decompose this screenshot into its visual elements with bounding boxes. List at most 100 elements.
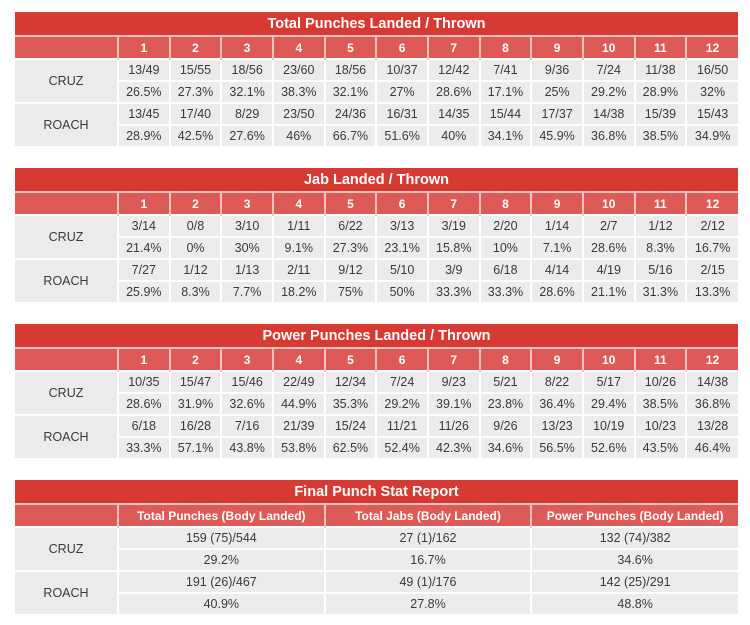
landed-thrown-cell: 7/24 [375, 370, 428, 393]
percentage-cell: 28.6% [530, 280, 583, 302]
landed-thrown-cell: 13/45 [117, 102, 170, 125]
fighter-label-roach: ROACH [15, 414, 118, 458]
landed-thrown-cell: 14/38 [685, 370, 738, 393]
stat-value-cell: 191 (26)/467 [117, 570, 325, 593]
round-header: 9 [530, 347, 583, 371]
landed-thrown-cell: 11/38 [633, 58, 687, 81]
percentage-cell: 34.1% [478, 124, 532, 146]
percentage-cell: 28.9% [117, 124, 170, 146]
landed-thrown-cell: 2/20 [478, 214, 532, 237]
column-header: Total Jabs (Body Landed) [323, 503, 532, 527]
landed-thrown-cell: 16/31 [375, 102, 428, 125]
percentage-cell: 52.4% [375, 436, 428, 458]
landed-thrown-cell: 22/49 [271, 370, 325, 393]
percentage-cell: 34.6% [478, 436, 532, 458]
fighter-label-roach: ROACH [15, 258, 118, 302]
percentage-cell: 38.5% [633, 124, 687, 146]
landed-thrown-cell: 23/50 [271, 102, 325, 125]
header-corner [15, 347, 118, 371]
round-header: 8 [478, 191, 532, 215]
percentage-cell: 16.7% [323, 548, 532, 571]
round-header: 9 [530, 35, 583, 59]
round-header: 10 [581, 347, 635, 371]
percentage-cell: 10% [478, 236, 532, 259]
percentage-cell: 31.3% [633, 280, 687, 302]
round-header: 5 [323, 191, 377, 215]
landed-thrown-cell: 9/36 [530, 58, 583, 81]
landed-thrown-cell: 4/19 [581, 258, 635, 281]
landed-thrown-cell: 5/16 [633, 258, 687, 281]
percentage-cell: 33.3% [117, 436, 170, 458]
landed-thrown-cell: 2/11 [271, 258, 325, 281]
landed-thrown-cell: 13/49 [117, 58, 170, 81]
percentage-cell: 27% [375, 80, 428, 103]
stat-value-cell: 142 (25)/291 [530, 570, 738, 593]
landed-thrown-cell: 15/46 [220, 370, 273, 393]
percentage-cell: 57.1% [168, 436, 222, 458]
percentage-cell: 75% [323, 280, 377, 302]
landed-thrown-cell: 3/19 [426, 214, 480, 237]
round-header: 1 [117, 347, 170, 371]
stat-value-cell: 49 (1)/176 [323, 570, 532, 593]
landed-thrown-cell: 15/44 [478, 102, 532, 125]
percentage-cell: 38.3% [271, 80, 325, 103]
landed-thrown-cell: 1/13 [220, 258, 273, 281]
round-header: 11 [633, 35, 687, 59]
landed-thrown-cell: 12/42 [426, 58, 480, 81]
landed-thrown-cell: 2/12 [685, 214, 738, 237]
round-header: 1 [117, 35, 170, 59]
column-header: Power Punches (Body Landed) [530, 503, 738, 527]
round-header: 12 [685, 347, 738, 371]
round-header: 3 [220, 347, 273, 371]
landed-thrown-cell: 15/24 [323, 414, 377, 437]
table-title: Final Punch Stat Report [15, 480, 738, 504]
landed-thrown-cell: 15/39 [633, 102, 687, 125]
percentage-cell: 48.8% [530, 592, 738, 614]
percentage-cell: 32.6% [220, 392, 273, 415]
landed-thrown-cell: 11/21 [375, 414, 428, 437]
percentage-cell: 25.9% [117, 280, 170, 302]
percentage-cell: 29.4% [581, 392, 635, 415]
landed-thrown-cell: 4/14 [530, 258, 583, 281]
round-header: 9 [530, 191, 583, 215]
landed-thrown-cell: 1/12 [633, 214, 687, 237]
percentage-cell: 44.9% [271, 392, 325, 415]
landed-thrown-cell: 5/21 [478, 370, 532, 393]
round-header: 6 [375, 35, 428, 59]
percentage-cell: 56.5% [530, 436, 583, 458]
percentage-cell: 66.7% [323, 124, 377, 146]
landed-thrown-cell: 1/12 [168, 258, 222, 281]
landed-thrown-cell: 10/35 [117, 370, 170, 393]
percentage-cell: 18.2% [271, 280, 325, 302]
percentage-cell: 40.9% [117, 592, 325, 614]
percentage-cell: 29.2% [375, 392, 428, 415]
percentage-cell: 26.5% [117, 80, 170, 103]
percentage-cell: 36.8% [685, 392, 738, 415]
fighter-label-roach: ROACH [15, 570, 118, 614]
landed-thrown-cell: 10/26 [633, 370, 687, 393]
percentage-cell: 53.8% [271, 436, 325, 458]
round-header: 11 [633, 347, 687, 371]
percentage-cell: 13.3% [685, 280, 738, 302]
percentage-cell: 33.3% [426, 280, 480, 302]
landed-thrown-cell: 16/50 [685, 58, 738, 81]
landed-thrown-cell: 18/56 [220, 58, 273, 81]
percentage-cell: 32.1% [323, 80, 377, 103]
percentage-cell: 7.1% [530, 236, 583, 259]
percentage-cell: 34.6% [530, 548, 738, 571]
table-title: Total Punches Landed / Thrown [15, 12, 738, 36]
percentage-cell: 27.3% [168, 80, 222, 103]
percentage-cell: 42.3% [426, 436, 480, 458]
percentage-cell: 42.5% [168, 124, 222, 146]
table-title: Jab Landed / Thrown [15, 168, 738, 192]
percentage-cell: 50% [375, 280, 428, 302]
landed-thrown-cell: 2/15 [685, 258, 738, 281]
percentage-cell: 36.8% [581, 124, 635, 146]
fighter-label-cruz: CRUZ [15, 214, 118, 259]
percentage-cell: 28.6% [581, 236, 635, 259]
round-header: 2 [168, 35, 222, 59]
percentage-cell: 28.6% [117, 392, 170, 415]
round-header: 10 [581, 35, 635, 59]
landed-thrown-cell: 6/18 [117, 414, 170, 437]
landed-thrown-cell: 9/26 [478, 414, 532, 437]
